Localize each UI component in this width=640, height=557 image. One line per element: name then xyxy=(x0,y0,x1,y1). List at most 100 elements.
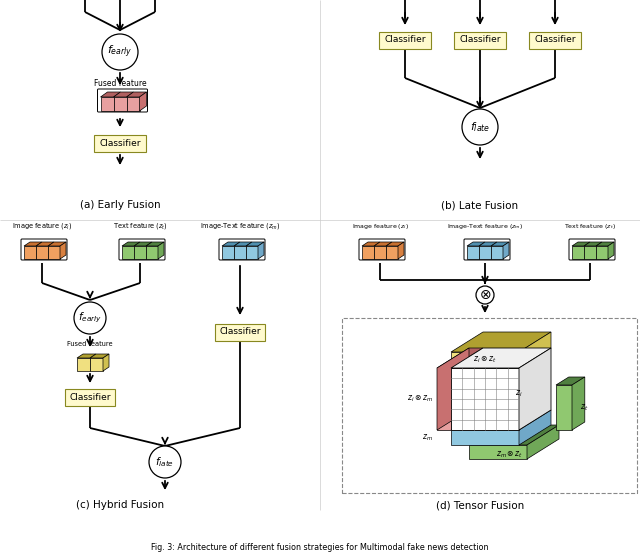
Polygon shape xyxy=(24,246,36,259)
Text: $z_m \otimes z_t$: $z_m \otimes z_t$ xyxy=(497,449,524,460)
Polygon shape xyxy=(572,246,584,259)
Polygon shape xyxy=(127,92,147,97)
Polygon shape xyxy=(24,242,42,246)
Polygon shape xyxy=(48,242,66,246)
Text: $z_m$: $z_m$ xyxy=(422,432,433,443)
Polygon shape xyxy=(469,425,559,445)
Polygon shape xyxy=(596,242,614,246)
Text: Classifier: Classifier xyxy=(460,36,500,45)
Polygon shape xyxy=(467,246,479,259)
Polygon shape xyxy=(556,377,585,385)
Polygon shape xyxy=(491,242,509,246)
Polygon shape xyxy=(222,242,240,246)
Circle shape xyxy=(149,446,181,478)
Polygon shape xyxy=(467,242,485,246)
Polygon shape xyxy=(362,246,374,259)
Text: Fused feature: Fused feature xyxy=(93,79,147,87)
Polygon shape xyxy=(246,242,264,246)
Polygon shape xyxy=(127,97,140,111)
Polygon shape xyxy=(77,354,96,358)
Text: Classifier: Classifier xyxy=(534,36,576,45)
Polygon shape xyxy=(90,358,103,371)
Text: Fused feature: Fused feature xyxy=(67,341,113,347)
Text: $z_t$: $z_t$ xyxy=(580,402,588,413)
Text: $f_{early}$: $f_{early}$ xyxy=(78,311,102,325)
Text: $f_{early}$: $f_{early}$ xyxy=(108,44,132,60)
Polygon shape xyxy=(572,242,590,246)
Polygon shape xyxy=(100,92,120,97)
FancyBboxPatch shape xyxy=(65,388,115,405)
Polygon shape xyxy=(100,97,113,111)
Polygon shape xyxy=(451,410,551,430)
Polygon shape xyxy=(234,246,246,259)
Polygon shape xyxy=(122,246,134,259)
Polygon shape xyxy=(503,242,509,259)
Polygon shape xyxy=(437,348,483,368)
FancyBboxPatch shape xyxy=(529,32,581,48)
Text: $z_i$: $z_i$ xyxy=(515,389,523,399)
Polygon shape xyxy=(374,246,386,259)
Text: (b) Late Fusion: (b) Late Fusion xyxy=(442,200,518,210)
Polygon shape xyxy=(113,97,127,111)
Text: (d) Tensor Fusion: (d) Tensor Fusion xyxy=(436,500,524,510)
Polygon shape xyxy=(584,246,596,259)
Text: $f_{late}$: $f_{late}$ xyxy=(470,120,490,134)
FancyBboxPatch shape xyxy=(94,134,146,152)
Polygon shape xyxy=(451,352,519,368)
Circle shape xyxy=(74,302,106,334)
Polygon shape xyxy=(258,242,264,259)
Circle shape xyxy=(476,286,494,304)
Text: $z_i \otimes z_m$: $z_i \otimes z_m$ xyxy=(407,394,433,404)
Text: $z_i \otimes z_t$: $z_i \otimes z_t$ xyxy=(474,355,497,365)
Text: Text feature ($z_t$): Text feature ($z_t$) xyxy=(564,222,616,231)
Text: (c) Hybrid Fusion: (c) Hybrid Fusion xyxy=(76,500,164,510)
Polygon shape xyxy=(134,242,152,246)
Polygon shape xyxy=(519,332,551,368)
Text: Classifier: Classifier xyxy=(384,36,426,45)
Polygon shape xyxy=(146,246,158,259)
Polygon shape xyxy=(469,445,527,459)
Polygon shape xyxy=(572,377,585,430)
Polygon shape xyxy=(437,368,451,430)
Polygon shape xyxy=(77,358,90,371)
Text: $f_{late}$: $f_{late}$ xyxy=(156,455,175,469)
Text: Fig. 3: Architecture of different fusion strategies for Multimodal fake news det: Fig. 3: Architecture of different fusion… xyxy=(151,544,489,553)
Text: Classifier: Classifier xyxy=(69,393,111,402)
Polygon shape xyxy=(103,354,109,371)
Polygon shape xyxy=(60,242,66,259)
FancyBboxPatch shape xyxy=(215,324,265,340)
Polygon shape xyxy=(491,246,503,259)
FancyBboxPatch shape xyxy=(342,318,637,493)
Text: Image feature ($z_i$): Image feature ($z_i$) xyxy=(12,221,72,231)
Polygon shape xyxy=(386,242,404,246)
Polygon shape xyxy=(608,242,614,259)
Polygon shape xyxy=(386,246,398,259)
Polygon shape xyxy=(374,242,392,246)
Polygon shape xyxy=(158,242,164,259)
Polygon shape xyxy=(48,246,60,259)
Polygon shape xyxy=(234,242,252,246)
Polygon shape xyxy=(140,92,147,111)
Polygon shape xyxy=(122,242,140,246)
Polygon shape xyxy=(398,242,404,259)
Polygon shape xyxy=(451,348,551,368)
Text: Classifier: Classifier xyxy=(220,328,260,336)
Text: Image feature ($z_i$): Image feature ($z_i$) xyxy=(351,222,408,231)
Text: Classifier: Classifier xyxy=(99,139,141,148)
Circle shape xyxy=(102,34,138,70)
Text: $\otimes$: $\otimes$ xyxy=(479,288,491,302)
Text: (a) Early Fusion: (a) Early Fusion xyxy=(80,200,160,210)
Polygon shape xyxy=(451,368,519,430)
Polygon shape xyxy=(90,354,109,358)
FancyBboxPatch shape xyxy=(454,32,506,48)
Polygon shape xyxy=(479,242,497,246)
Polygon shape xyxy=(36,242,54,246)
Polygon shape xyxy=(362,242,380,246)
Polygon shape xyxy=(451,430,519,445)
Polygon shape xyxy=(451,332,551,352)
Polygon shape xyxy=(134,246,146,259)
Polygon shape xyxy=(437,348,469,430)
Polygon shape xyxy=(584,242,602,246)
Polygon shape xyxy=(519,348,551,430)
Polygon shape xyxy=(519,410,551,445)
